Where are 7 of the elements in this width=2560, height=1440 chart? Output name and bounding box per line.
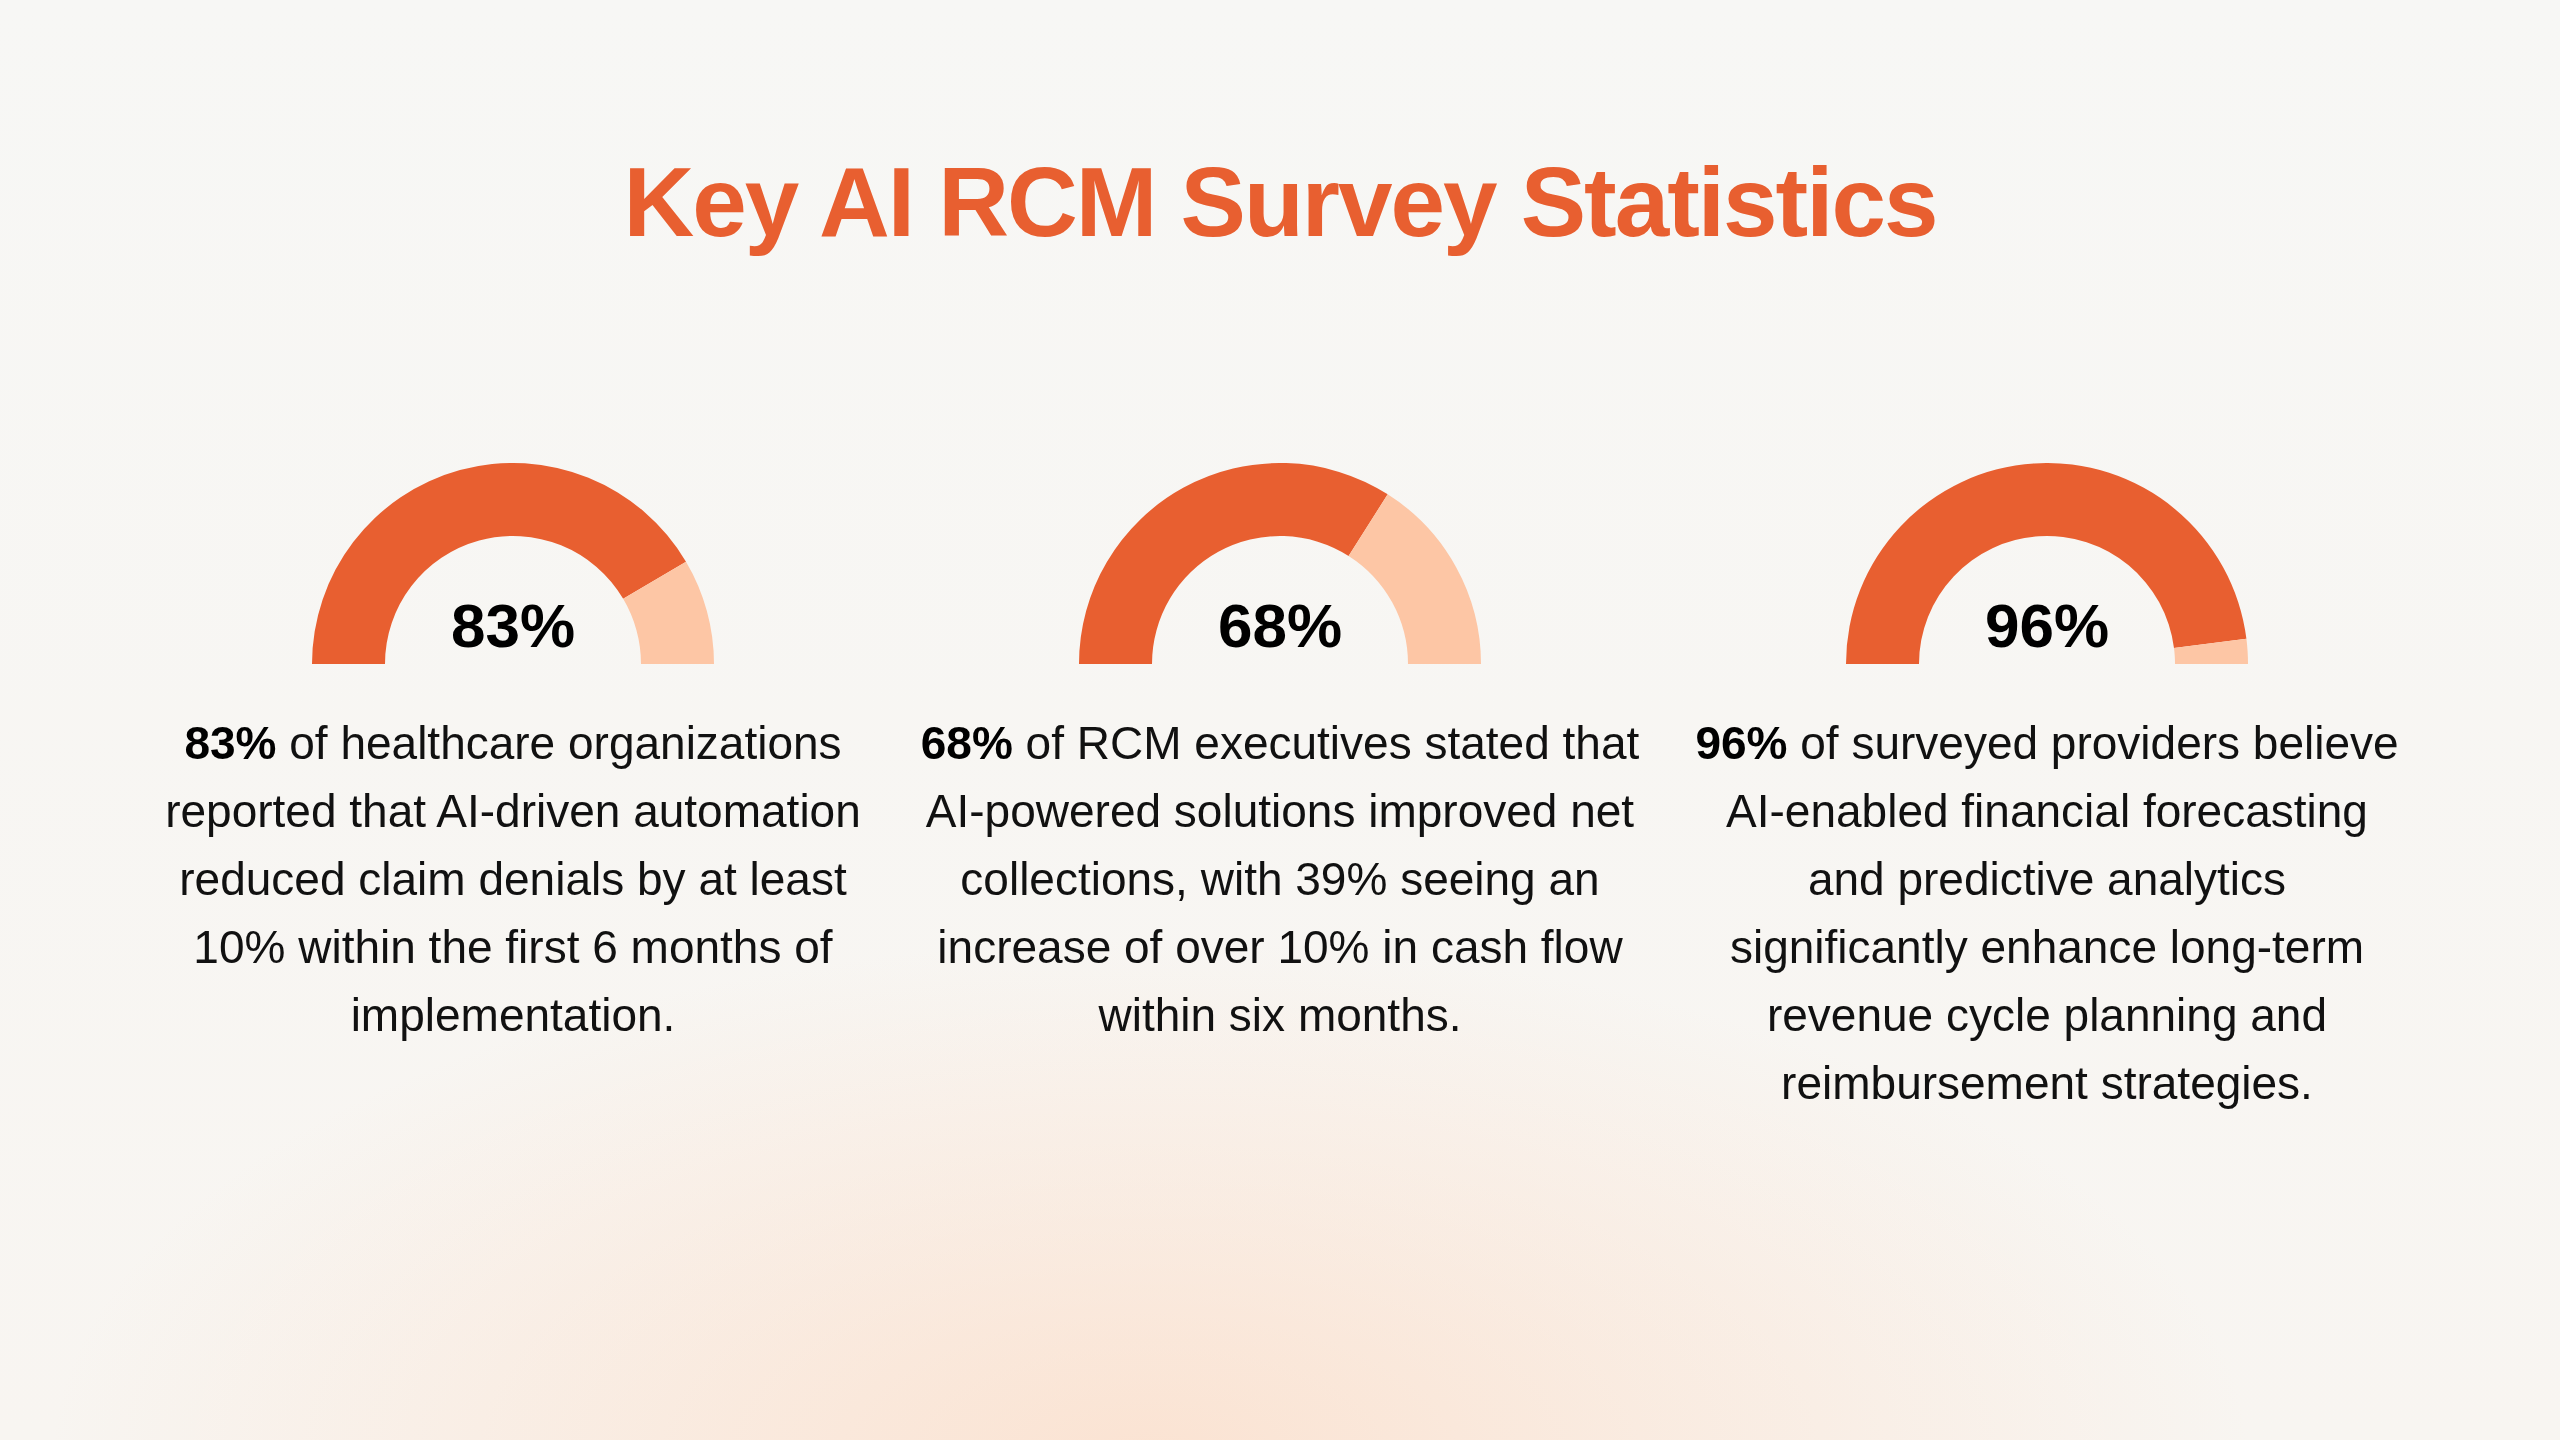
text: 96% of surveyed providers believe AI-enabled financial forecasting and predictive analytics significantly enhance long-term revenue cycle planning and reimbursement strategies. [1695,717,2399,1109]
data-label: 96% [1984,591,2110,660]
text: 68% of RCM executives stated that AI-powered solutions improved net collections, with 39% seeing an increase of over 10% in cash flow within six months. [920,717,1640,1041]
text: Key AI RCM Survey Statistics [622,147,1938,257]
data-label: 68% [1217,591,1343,660]
data-label: 83% [450,591,576,660]
text: 83% of healthcare organizations reported that AI-driven automation reduced claim denials by at least 10% within the first 6 months of implementation. [165,717,861,1041]
